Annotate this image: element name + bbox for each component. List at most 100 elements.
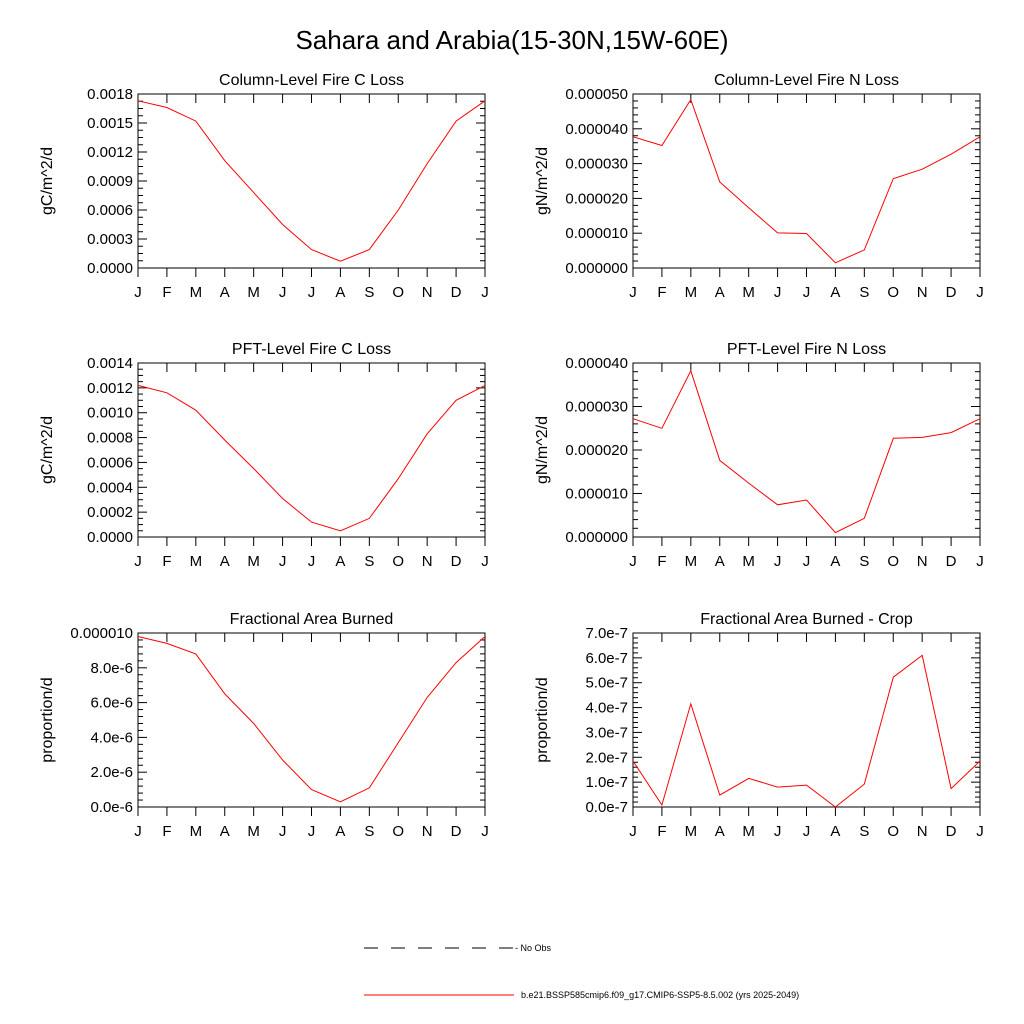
y-tick-label: 0.0002	[87, 504, 133, 521]
x-tick-label: A	[830, 284, 840, 301]
x-tick-label: N	[917, 284, 928, 301]
y-tick-label: 0.0012	[87, 144, 133, 161]
y-tick-label: 4.0e-6	[90, 729, 133, 746]
x-tick-label: J	[976, 284, 984, 301]
x-tick-label: O	[392, 284, 404, 301]
x-tick-label: O	[392, 553, 404, 570]
plot-frame	[632, 362, 981, 538]
x-tick-label: J	[481, 823, 489, 840]
x-tick-label: S	[859, 284, 869, 301]
x-tick-label: A	[715, 284, 725, 301]
panel-title: PFT-Level Fire C Loss	[232, 341, 391, 358]
x-tick-label: N	[422, 553, 433, 570]
x-tick-label: F	[162, 823, 171, 840]
x-tick-label: D	[946, 284, 957, 301]
x-tick-label: M	[190, 553, 203, 570]
x-tick-label: J	[803, 553, 811, 570]
x-tick-label: S	[364, 284, 374, 301]
y-axis-label: gC/m^2/d	[39, 147, 56, 215]
x-tick-label: J	[134, 284, 142, 301]
y-tick-label: 0.000000	[565, 260, 628, 277]
y-tick-label: 4.0e-7	[585, 700, 628, 717]
y-tick-label: 0.0014	[87, 355, 133, 372]
y-tick-label: 0.000020	[565, 442, 628, 459]
x-tick-label: M	[190, 284, 203, 301]
chart-panel-2: Column-Level Fire N Loss gN/m^2/d 0.000000…	[534, 72, 984, 301]
y-tick-label: 0.000030	[565, 156, 628, 173]
x-tick-label: J	[976, 553, 984, 570]
x-tick-label: D	[451, 284, 462, 301]
x-tick-label: J	[134, 553, 142, 570]
y-tick-label: 0.000030	[565, 399, 628, 416]
y-tick-label: 0.000000	[565, 529, 628, 546]
y-axis-label: proportion/d	[534, 677, 551, 762]
series-line-1	[137, 384, 486, 532]
x-tick-label: F	[657, 553, 666, 570]
x-tick-label: F	[657, 823, 666, 840]
panel-title: Fractional Area Burned - Crop	[700, 611, 913, 628]
x-tick-label: M	[742, 284, 755, 301]
y-tick-label: 0.000040	[565, 121, 628, 138]
figure-title: Sahara and Arabia(15-30N,15W-60E)	[295, 25, 728, 55]
plot-frame	[632, 632, 981, 808]
x-tick-label: J	[279, 284, 287, 301]
x-tick-label: J	[774, 823, 782, 840]
panel-title: PFT-Level Fire N Loss	[727, 341, 886, 358]
x-tick-label: O	[887, 823, 899, 840]
y-tick-label: 0.0012	[87, 380, 133, 397]
x-tick-label: J	[279, 553, 287, 570]
panel-title: Column-Level Fire N Loss	[714, 72, 899, 89]
x-tick-label: M	[685, 823, 698, 840]
panel-title: Fractional Area Burned	[230, 611, 394, 628]
x-tick-label: A	[335, 284, 345, 301]
x-tick-label: M	[247, 553, 260, 570]
y-tick-label: 0.0e-7	[585, 799, 628, 816]
series-line-1	[137, 100, 486, 262]
x-tick-label: F	[162, 553, 171, 570]
x-tick-label: A	[830, 553, 840, 570]
plot-frame	[137, 632, 486, 808]
x-tick-label: J	[803, 284, 811, 301]
panel-title: Column-Level Fire C Loss	[219, 72, 404, 89]
y-tick-label: 6.0e-7	[585, 650, 628, 667]
plot-frame	[137, 93, 486, 269]
y-axis-label: gN/m^2/d	[534, 147, 551, 215]
series-line-1	[632, 654, 981, 808]
x-tick-label: A	[715, 553, 725, 570]
y-tick-label: 0.0000	[87, 529, 133, 546]
plot-frame	[632, 93, 981, 269]
y-tick-label: 0.000010	[565, 486, 628, 503]
y-tick-label: 8.0e-6	[90, 660, 133, 677]
chart-panel-6: Fractional Area Burned - Crop proportion/…	[534, 611, 984, 840]
x-tick-label: N	[917, 823, 928, 840]
y-axis-label: proportion/d	[39, 677, 56, 762]
x-tick-label: J	[774, 284, 782, 301]
x-tick-label: M	[247, 823, 260, 840]
x-tick-label: N	[917, 553, 928, 570]
y-tick-label: 7.0e-7	[585, 625, 628, 642]
x-tick-label: J	[629, 553, 637, 570]
y-tick-label: 0.0004	[87, 479, 133, 496]
x-tick-label: A	[220, 284, 230, 301]
x-tick-label: D	[451, 553, 462, 570]
x-tick-label: A	[830, 823, 840, 840]
y-tick-label: 1.0e-7	[585, 774, 628, 791]
x-tick-label: O	[392, 823, 404, 840]
y-tick-label: 0.0015	[87, 115, 133, 132]
y-tick-label: 0.000010	[70, 625, 133, 642]
x-tick-label: J	[481, 553, 489, 570]
x-tick-label: S	[364, 823, 374, 840]
x-tick-label: M	[685, 284, 698, 301]
y-axis-label: gC/m^2/d	[39, 416, 56, 484]
x-tick-label: J	[481, 284, 489, 301]
x-tick-label: S	[859, 823, 869, 840]
x-tick-label: J	[976, 823, 984, 840]
x-tick-label: J	[308, 553, 316, 570]
y-tick-label: 0.0003	[87, 231, 133, 248]
x-tick-label: M	[685, 553, 698, 570]
y-tick-label: 0.0018	[87, 86, 133, 103]
y-tick-label: 2.0e-7	[585, 749, 628, 766]
y-tick-label: 0.0e-6	[90, 799, 133, 816]
legend-label-no-obs: - No Obs	[515, 943, 552, 953]
